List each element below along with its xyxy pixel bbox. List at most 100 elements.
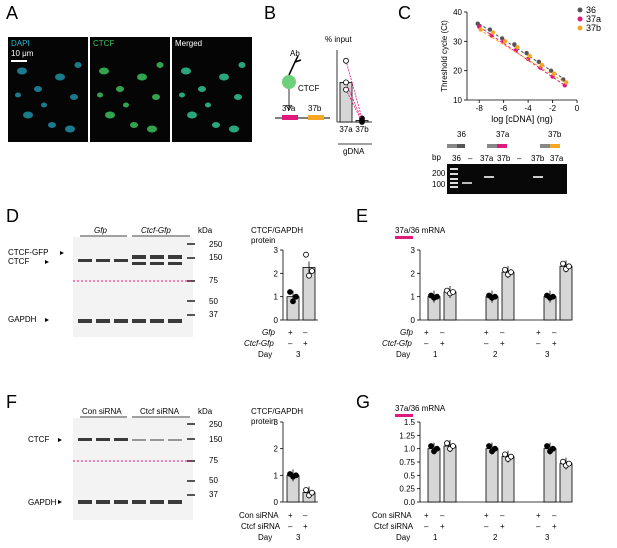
- G-point-2-2: [492, 445, 498, 452]
- f-chart-title-1: CTCF/GAPDH: [251, 407, 303, 416]
- panel-letter-f: F: [6, 392, 17, 412]
- d-row-gfp: Gfp: [262, 328, 275, 337]
- C-point-2-1: [490, 30, 496, 35]
- g-title: 37a/36 mRNA: [395, 404, 446, 413]
- f-band-ctcf: CTCF: [28, 435, 50, 444]
- e-sign-ctcf-2: +: [440, 339, 445, 348]
- g-sign-con-1: +: [424, 511, 429, 520]
- c-gel-200: 200: [432, 169, 446, 178]
- d-row-day: Day: [258, 350, 273, 359]
- G-point-1-0: [444, 440, 450, 447]
- B-point-0-0: [343, 57, 349, 64]
- d-chart-title-1: CTCF/GAPDH: [251, 226, 303, 235]
- site-37b-label: 37b: [308, 104, 322, 113]
- g-day-3: 3: [545, 533, 550, 542]
- e-day-1: 1: [433, 350, 438, 359]
- C-point-2-6: [551, 71, 557, 76]
- f-mw-37: 37: [209, 490, 218, 499]
- f-day-3: 3: [296, 533, 301, 542]
- E-point-0-2: [434, 293, 440, 300]
- g-day-2: 2: [493, 533, 498, 542]
- f-lane-con: Con siRNA: [82, 407, 122, 416]
- C-legend-marker-1: [577, 16, 583, 22]
- scale-bar-label: 10 μm: [11, 49, 34, 58]
- g-day-1: 1: [433, 533, 438, 542]
- micrograph-dapi: DAPI 10 μm: [8, 37, 88, 142]
- d-mw-75: 75: [209, 276, 218, 285]
- C-ytick-label-3: 40: [453, 8, 462, 17]
- c-gel-lane-6: 37b: [531, 154, 545, 163]
- G-bar-0: [427, 448, 441, 503]
- g-sign-ctcf-3: –: [484, 522, 489, 531]
- dapi-nuclei: [15, 62, 82, 133]
- e-day-3: 3: [545, 350, 550, 359]
- d-band-gapdh: GAPDH: [8, 315, 37, 324]
- D-ytick-label-3: 3: [274, 246, 279, 255]
- g-sign-con-2: –: [440, 511, 445, 520]
- G-ytick-label-4: 1.0: [404, 445, 416, 454]
- F-ytick-label-2: 2: [274, 445, 279, 454]
- panel-letter-c: C: [398, 3, 411, 23]
- D-point-1-0: [303, 251, 309, 258]
- f-lane-ctcf: Ctcf siRNA: [140, 407, 180, 416]
- G-point-0-2: [434, 445, 440, 452]
- C-xtick-label-3: -2: [549, 104, 557, 113]
- C-ytick-label-1: 20: [453, 67, 462, 76]
- E-point-3-0: [502, 266, 508, 273]
- F-point-1-2: [309, 489, 315, 496]
- panel-letter-g: G: [356, 392, 371, 412]
- g-row-day: Day: [396, 533, 411, 542]
- G-point-5-0: [560, 458, 566, 465]
- D-ytick-label-0: 0: [274, 316, 279, 325]
- G-ytick-label-0: 0.0: [404, 498, 416, 507]
- site-37a-box: [282, 115, 298, 120]
- G-point-3-2: [508, 453, 514, 460]
- b-ylabel: % input: [325, 35, 352, 44]
- gel-image: [447, 164, 567, 194]
- f-mw-150: 150: [209, 435, 223, 444]
- e-sign-gfp-6: –: [552, 328, 557, 337]
- C-legend-marker-2: [577, 25, 583, 31]
- E-bar-3: [501, 271, 515, 321]
- C-xlabel: log [cDNA] (ng): [491, 114, 553, 124]
- merged-label: Merged: [175, 39, 203, 48]
- c-gel-header-37b: 37b: [548, 130, 562, 139]
- c-gel-lane-2: –: [468, 154, 473, 163]
- site-37b-box: [308, 115, 324, 120]
- ab-label: Ab: [290, 49, 300, 58]
- micrograph-ctcf: CTCF: [90, 37, 170, 142]
- d-band-ctcf-gfp: CTCF-GFP: [8, 248, 49, 257]
- ctcf-bead: [282, 75, 296, 89]
- c-gel-lane-5: –: [517, 154, 522, 163]
- e-sign-ctcf-4: +: [500, 339, 505, 348]
- D-ytick-label-1: 1: [274, 293, 279, 302]
- G-point-4-0: [544, 443, 550, 449]
- B-point-0-2: [343, 79, 349, 86]
- E-bar-5: [559, 265, 573, 321]
- G-point-1-2: [450, 443, 456, 449]
- C-point-2-2: [502, 39, 508, 44]
- ctcf-label: CTCF: [93, 39, 115, 48]
- B-xtick-label-1: 37b: [355, 125, 369, 134]
- e-title: 37a/36 mRNA: [395, 226, 446, 235]
- c-gel-header-37a: 37a: [496, 130, 510, 139]
- C-point-2-5: [539, 62, 545, 67]
- f-sign-ctcf-2: +: [303, 522, 308, 531]
- micrograph-merged: Merged: [172, 37, 252, 142]
- C-point-0-4: [524, 50, 529, 56]
- E-ytick-label-0: 0: [411, 316, 416, 325]
- F-ytick-label-1: 1: [274, 471, 279, 480]
- f-sign-ctcf-1: –: [288, 522, 293, 531]
- e-row-ctcf: Ctcf-Gfp: [382, 339, 412, 348]
- g-sign-con-5: +: [536, 511, 541, 520]
- f-row-day: Day: [258, 533, 273, 542]
- c-gel-lane-1: 36: [452, 154, 461, 163]
- f-band-gapdh: GAPDH: [28, 498, 57, 507]
- C-xtick-label-0: -8: [476, 104, 484, 113]
- D-point-1-1: [306, 272, 312, 279]
- e-sign-ctcf-1: –: [424, 339, 429, 348]
- e-sign-gfp-3: +: [484, 328, 489, 337]
